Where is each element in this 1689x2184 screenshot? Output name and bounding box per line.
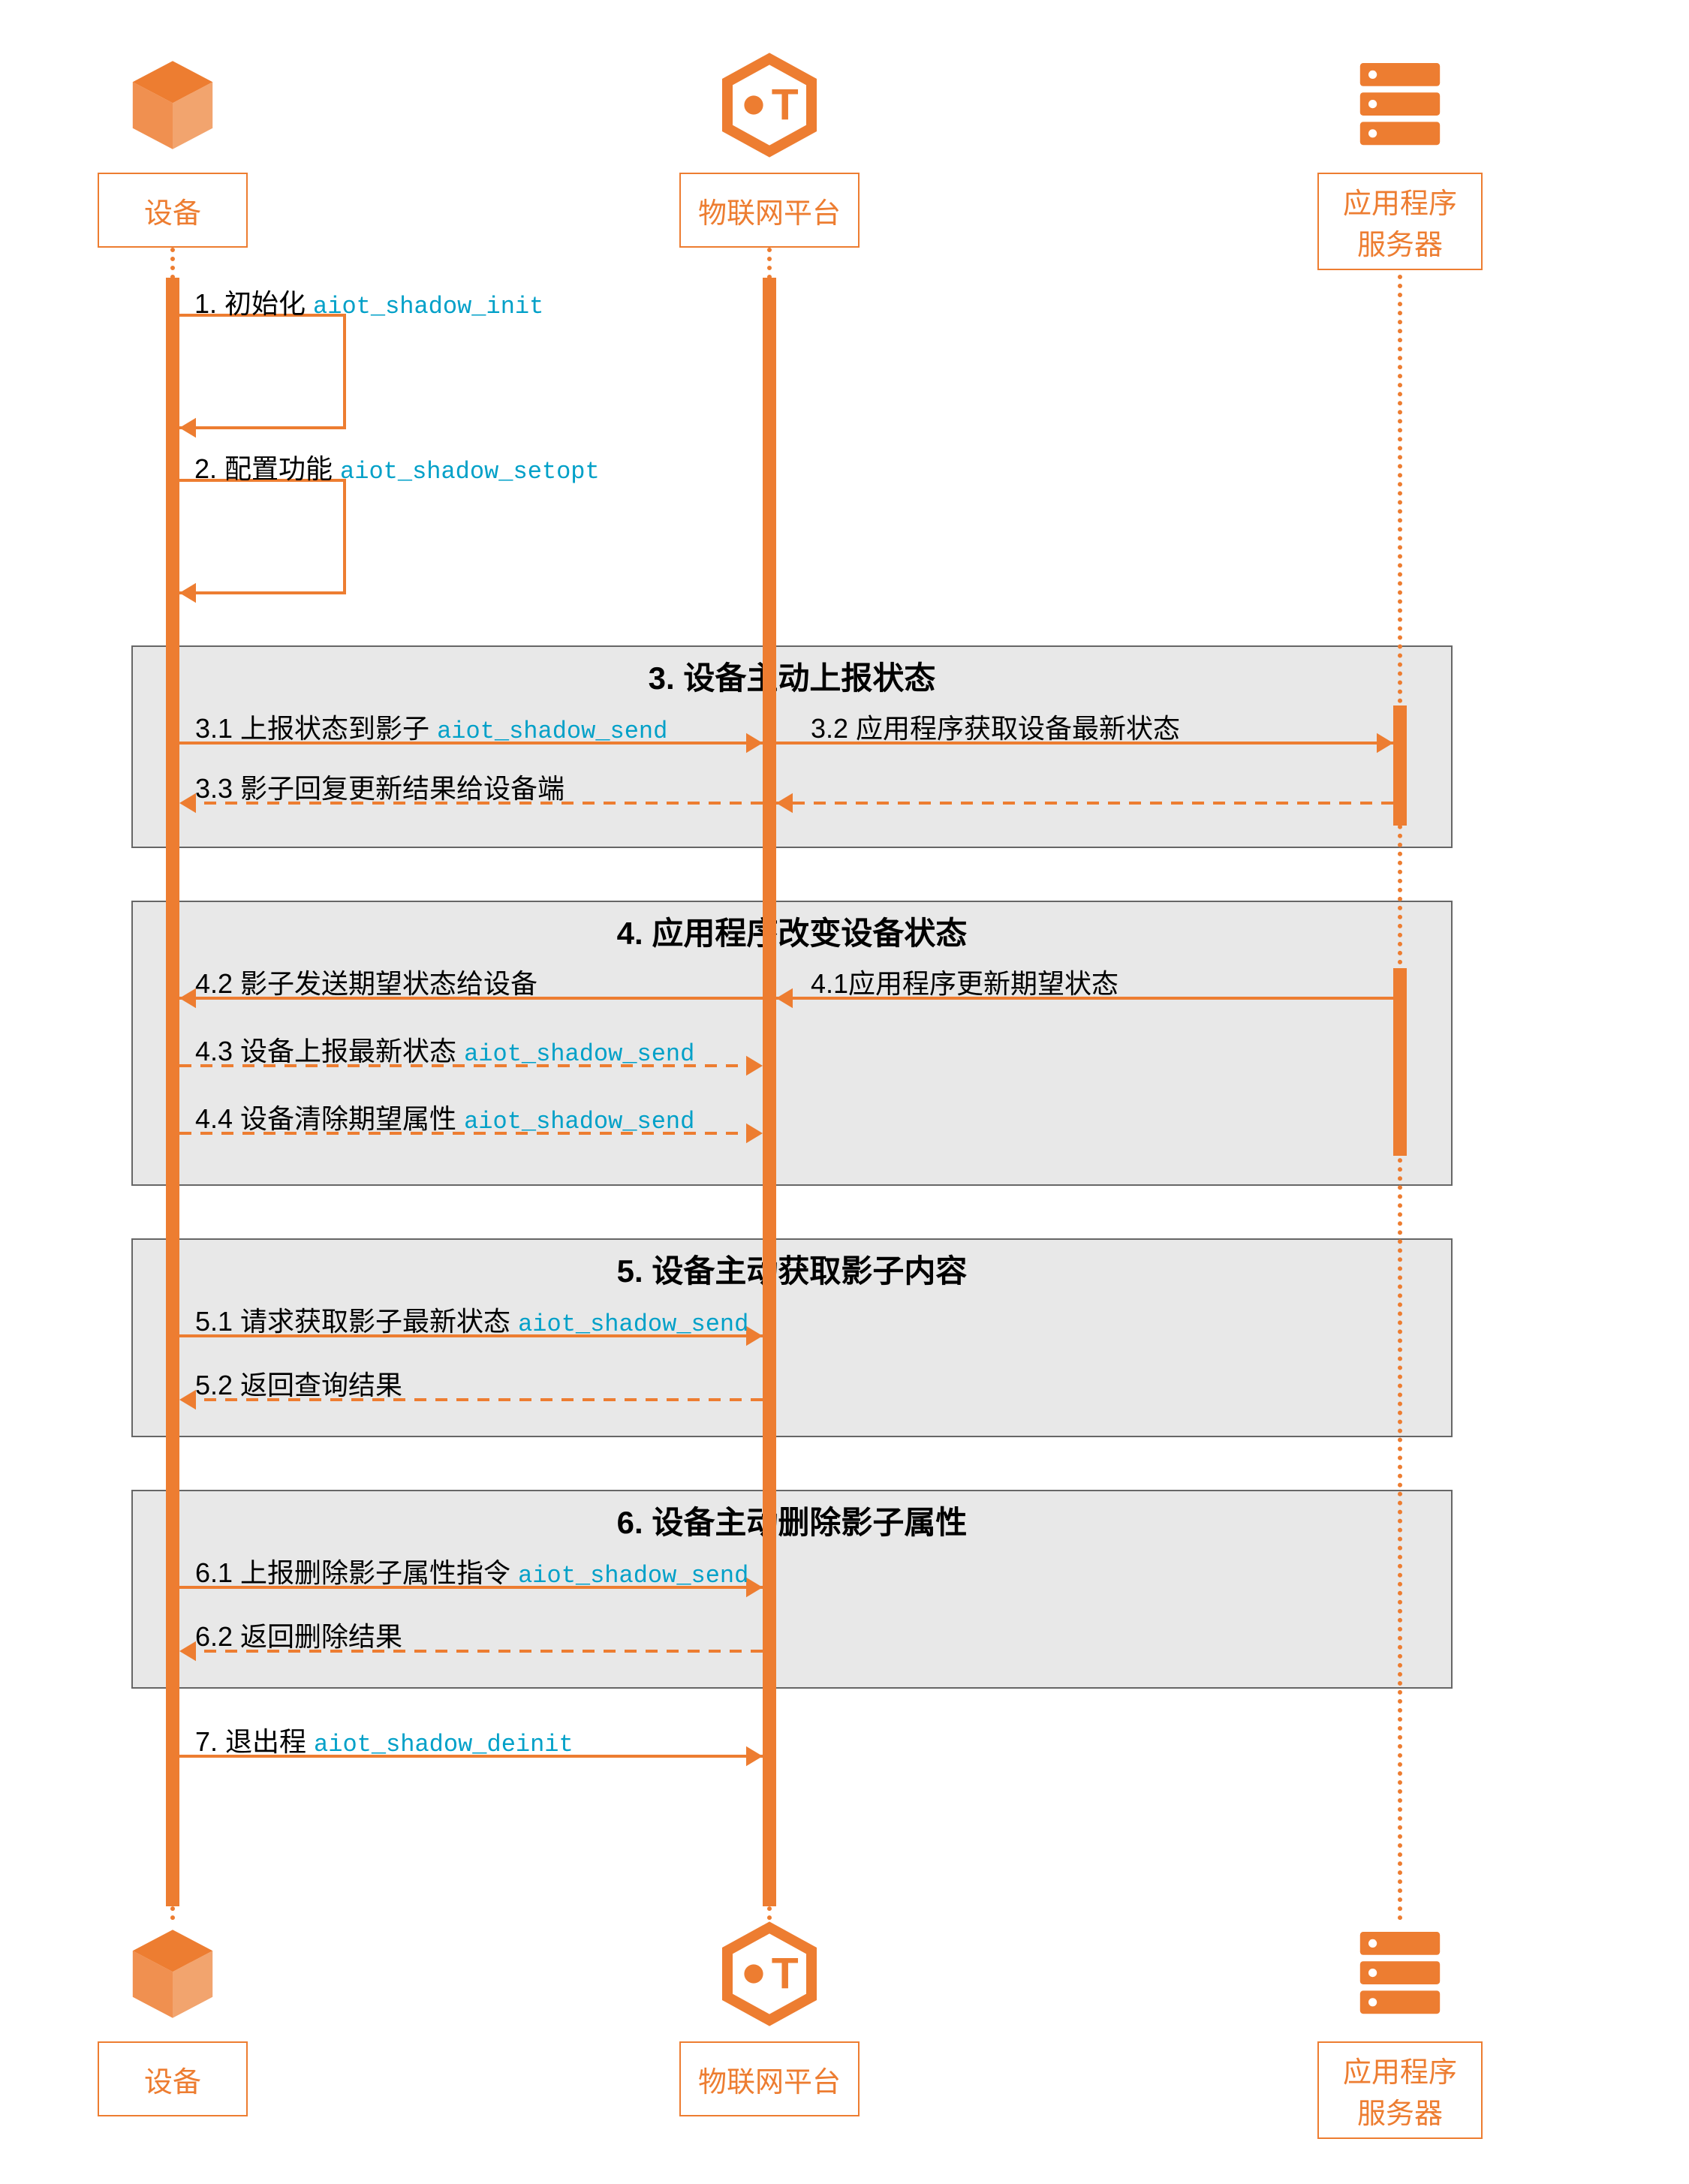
message-label: 4.1应用程序更新期望状态 <box>811 962 1118 1001</box>
participant-server: 应用程序 服务器 <box>1317 2041 1483 2139</box>
message-label: 1. 初始化 aiot_shadow_init <box>194 282 543 321</box>
group-title: 3. 设备主动上报状态 <box>133 647 1451 699</box>
message-label: 2. 配置功能 aiot_shadow_setopt <box>194 447 600 486</box>
iot-platform-icon: T <box>717 1921 822 2026</box>
device-icon <box>120 53 225 158</box>
group-title: 6. 设备主动删除影子属性 <box>133 1491 1451 1543</box>
group-title: 5. 设备主动获取影子内容 <box>133 1240 1451 1292</box>
participant-device: 设备 <box>98 2041 248 2116</box>
group-title: 4. 应用程序改变设备状态 <box>133 902 1451 954</box>
message-label: 5.1 请求获取影子最新状态 aiot_shadow_send <box>195 1300 748 1339</box>
message-label: 5.2 返回查询结果 <box>195 1364 402 1403</box>
message-label: 3.1 上报状态到影子 aiot_shadow_send <box>195 707 667 746</box>
server-icon <box>1347 53 1453 158</box>
message-label: 3.2 应用程序获取设备最新状态 <box>811 707 1180 746</box>
device-icon <box>120 1921 225 2026</box>
svg-text:T: T <box>772 1950 799 1999</box>
svg-text:T: T <box>772 81 799 130</box>
message-label: 6.1 上报删除影子属性指令 aiot_shadow_send <box>195 1551 748 1590</box>
sequence-diagram: 3. 设备主动上报状态 4. 应用程序改变设备状态 5. 设备主动获取影子内容 6. … <box>0 0 1689 2184</box>
message-label: 4.2 影子发送期望状态给设备 <box>195 962 537 1001</box>
server-icon <box>1347 1921 1453 2026</box>
iot-platform-icon: T <box>717 53 822 158</box>
participant-device: 设备 <box>98 173 248 248</box>
message-label: 6.2 返回删除结果 <box>195 1615 402 1654</box>
message-label: 4.3 设备上报最新状态 aiot_shadow_send <box>195 1030 694 1069</box>
participant-platform: 物联网平台 <box>679 173 860 248</box>
message-arrow <box>757 784 1413 823</box>
message-label: 7. 退出程 aiot_shadow_deinit <box>195 1720 574 1759</box>
message-label: 3.3 影子回复更新结果给设备端 <box>195 767 565 806</box>
participant-server: 应用程序 服务器 <box>1317 173 1483 270</box>
message-label: 4.4 设备清除期望属性 aiot_shadow_send <box>195 1097 694 1136</box>
participant-platform: 物联网平台 <box>679 2041 860 2116</box>
